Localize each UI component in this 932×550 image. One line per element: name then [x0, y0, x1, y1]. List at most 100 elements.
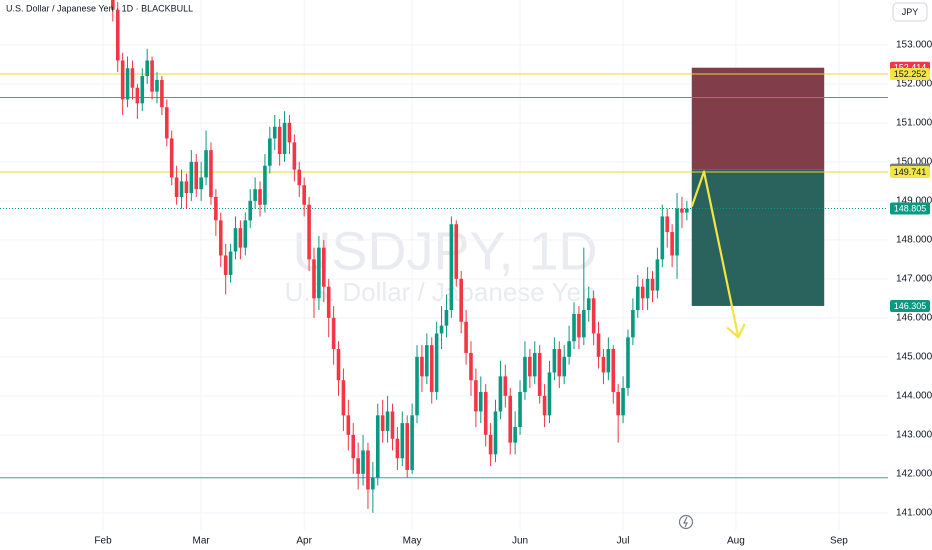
y-tick-label: 147.000: [896, 273, 932, 284]
x-tick-label: Jun: [512, 536, 528, 547]
candle-body: [351, 434, 356, 459]
candle-body: [474, 380, 478, 412]
candle-body: [488, 434, 493, 455]
candle-body: [223, 255, 228, 275]
candle-body: [287, 122, 292, 143]
candle-body: [626, 337, 630, 389]
candle-body: [371, 477, 375, 490]
candle-body: [218, 220, 223, 256]
candle-body: [400, 423, 405, 459]
candle-body: [302, 185, 306, 205]
y-tick-label: 153.000: [896, 39, 932, 50]
icon-bolt[interactable]: [683, 516, 688, 528]
candle-body: [410, 415, 414, 470]
candle-body: [111, 0, 115, 10]
price-label: 148.805: [894, 203, 927, 213]
candle-body: [326, 286, 331, 318]
candle-body: [317, 247, 321, 299]
candle-body: [508, 395, 513, 443]
y-tick-label: 151.000: [896, 117, 932, 128]
x-tick-label: Aug: [727, 536, 745, 547]
candle-body: [199, 177, 203, 190]
candle-body: [150, 60, 154, 92]
candle-body: [140, 76, 145, 104]
price-label-box: [890, 68, 930, 81]
y-tick-label: 146.000: [896, 312, 932, 323]
candle-body: [518, 391, 522, 428]
currency-button[interactable]: [892, 2, 928, 22]
candle-body: [179, 181, 184, 197]
candle-body: [650, 278, 655, 291]
candle-body: [464, 321, 468, 353]
y-tick-label: 148.000: [896, 234, 932, 245]
candle-body: [380, 415, 385, 431]
forecast-arrow: [690, 170, 740, 338]
replay-icon[interactable]: [678, 514, 694, 530]
candle-body: [577, 313, 581, 338]
candle-body: [385, 411, 390, 431]
candle-body: [268, 138, 272, 166]
candle-body: [214, 196, 218, 221]
y-tick-label: 152.000: [896, 78, 932, 89]
currency-button-label[interactable]: JPY: [902, 7, 919, 17]
candle-body: [115, 9, 120, 61]
candle-body: [444, 310, 449, 326]
candle-body: [160, 79, 164, 108]
y-tick-label: 141.000: [896, 507, 932, 518]
candle-body: [562, 356, 566, 377]
candle-body: [645, 278, 650, 299]
candle-body: [459, 278, 463, 322]
candle-body: [395, 438, 400, 459]
candle-body: [194, 161, 199, 190]
y-tick-label: 143.000: [896, 429, 932, 440]
candle-body: [258, 189, 262, 205]
candle-body: [272, 126, 277, 139]
candle-body: [243, 220, 248, 248]
candle-body: [307, 204, 311, 260]
candle-body: [204, 150, 208, 178]
candle-body: [390, 411, 395, 439]
x-tick-label: Feb: [94, 536, 112, 547]
candle-body: [680, 208, 684, 213]
candle-body: [601, 356, 606, 373]
price-label-box: [890, 165, 930, 178]
watermark-title: USDJPY, 1D: [292, 221, 597, 281]
y-tick-label: 150.000: [896, 156, 932, 167]
candle-body: [228, 251, 233, 275]
candle-body: [434, 333, 439, 392]
candle-body: [169, 138, 174, 178]
candle-body: [532, 352, 537, 377]
candle-body: [233, 228, 238, 252]
x-tick-label: Sep: [830, 536, 848, 547]
price-label: 152.414: [894, 63, 927, 73]
candle-body: [640, 286, 645, 299]
candle-body: [483, 391, 488, 435]
candle-body: [616, 391, 620, 416]
candle-body: [312, 259, 316, 299]
candle-body: [165, 107, 169, 139]
candle-body: [209, 150, 213, 197]
watermark-subtitle: U.S. Dollar / Japanese Yen: [285, 277, 596, 307]
candle-body: [537, 352, 542, 396]
candle-body: [361, 450, 365, 474]
y-tick-label: 149.000: [896, 195, 932, 206]
price-label-box: [890, 202, 930, 215]
candle-body: [366, 450, 370, 490]
candle-body: [660, 216, 665, 260]
candle-body: [552, 349, 557, 373]
candle-body: [277, 126, 282, 155]
icon-circle[interactable]: [678, 514, 694, 530]
candle-body: [513, 427, 517, 443]
candle-body: [665, 216, 670, 233]
candle-body: [405, 423, 410, 470]
price-label-box: [890, 299, 930, 312]
candle-body: [582, 310, 586, 338]
candle-body: [125, 68, 130, 100]
axes: 141.000 142.000 143.000 144.000 145.000 146.0…: [94, 39, 932, 546]
candle-body: [670, 232, 674, 256]
candle-body: [415, 356, 419, 416]
candle-body: [130, 68, 135, 88]
candle-body: [572, 313, 576, 342]
candle-body: [297, 169, 302, 186]
